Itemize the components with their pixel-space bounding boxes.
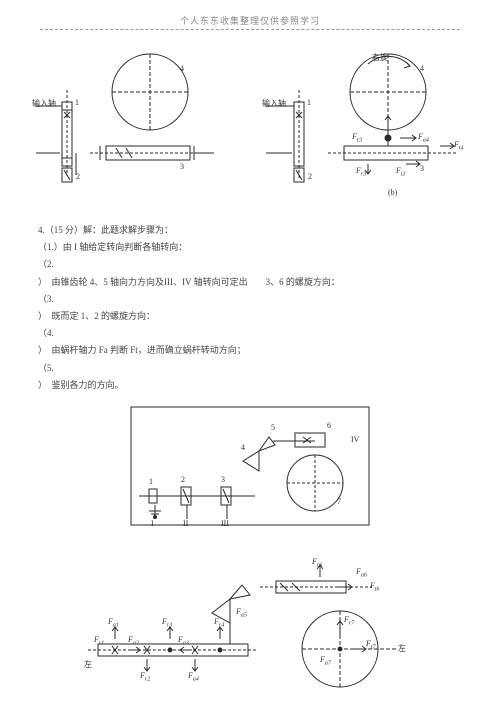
roman-4: IV [351, 435, 359, 444]
f-label-5: Ft4 [454, 140, 464, 152]
bf-12: Ft6 [370, 581, 380, 593]
top-figure-row: 输入轴 1 2 3 4 [10, 50, 490, 210]
bf-14: Ft7 [366, 639, 376, 651]
line-4: ） 由锥齿轮 4、5 轴向力方向及III、IV 轴转向可定出 3、6 的螺旋方向… [38, 274, 462, 290]
bf-6: Fa3 [178, 635, 189, 647]
figure-b: 输入轴 右旋 1 2 3 4 Fr3 Fa4 Fr3 Ft3 Ft4 (b) [260, 50, 470, 210]
label-input-a: 输入轴 [32, 98, 56, 109]
num-3-b: 3 [420, 164, 424, 173]
mid-n2: 2 [181, 475, 185, 484]
roman-3: III [221, 519, 229, 528]
figure-b-svg [260, 50, 470, 210]
roman-2: II [183, 519, 188, 528]
figure-a-svg [30, 50, 220, 200]
bf-5: Fr3 [162, 617, 172, 629]
middle-figure: I II III IV 1 2 3 4 5 6 7 [125, 401, 375, 531]
roman-1: I [151, 519, 154, 528]
num-2-a: 2 [76, 172, 80, 181]
mid-svg [125, 401, 375, 531]
num-3-a: 3 [180, 162, 184, 171]
mid-n3: 3 [221, 475, 225, 484]
figure-a: 输入轴 1 2 3 4 [30, 50, 220, 200]
sub-b: (b) [388, 188, 397, 197]
bf-9: Fa5 [236, 607, 247, 619]
num-1-a: 1 [75, 98, 79, 107]
mid-n7: 7 [337, 497, 341, 506]
label-right: 左 [398, 643, 406, 654]
line-3: （2. [38, 256, 462, 272]
bf-2: Fa1 [108, 617, 119, 629]
mid-n6: 6 [327, 421, 331, 430]
bf-4: Fr2 [140, 671, 150, 683]
label-rightrot: 右旋 [372, 52, 388, 63]
f-label-1: Fr3 [352, 132, 362, 144]
header-dash [40, 29, 460, 30]
page-header: 个人东东收集整理仅供参照学习 [0, 0, 500, 27]
bf-11: Fa6 [356, 567, 367, 579]
line-10: ） 鉴别各力的方向。 [38, 377, 462, 393]
bottom-svg [80, 539, 420, 699]
bf-15: Fa7 [320, 655, 331, 667]
line-6: ） 既而定 1、2 的螺旋方向： [38, 308, 462, 324]
num-1-b: 1 [307, 98, 311, 107]
line-1: 4.（15 分）解：此题求解步骤为： [38, 222, 462, 238]
line-8: ） 由蜗杆轴力 Fa 判断 Ft，进而确立蜗杆转动方向； [38, 342, 462, 358]
label-left: 左 [84, 659, 92, 670]
f-label-2: Fa4 [418, 132, 429, 144]
mid-n5: 5 [271, 423, 275, 432]
bf-3: Fa2 [128, 635, 139, 647]
num-4-a: 4 [180, 64, 184, 73]
mid-n1: 1 [149, 477, 153, 486]
bf-8: Fr4 [214, 617, 224, 629]
line-5: （3. [38, 291, 462, 307]
line-7: （4. [38, 325, 462, 341]
num-2-b: 2 [308, 172, 312, 181]
line-9: （5. [38, 360, 462, 376]
num-4-b: 4 [420, 64, 424, 73]
f-label-3: Fr3 [356, 166, 366, 178]
bf-7: Fa4 [188, 671, 199, 683]
bf-13: Fr7 [344, 615, 354, 627]
header-text: 个人东东收集整理仅供参照学习 [180, 16, 320, 26]
f-label-4: Ft3 [396, 166, 406, 178]
solution-text: 4.（15 分）解：此题求解步骤为： （1.）由 I 轴给定转向判断各轴转向： … [38, 222, 462, 393]
bf-10: Fr6 [312, 557, 322, 569]
line-2: （1.）由 I 轴给定转向判断各轴转向： [38, 239, 462, 255]
bf-1: Fr1 [94, 635, 104, 647]
bottom-figure: 左 左 Fr1 Fa1 Fa2 Fr2 Fr3 Fa3 Fa4 Fr4 Fa5 … [80, 539, 420, 699]
label-input-b: 输入轴 [262, 98, 286, 109]
mid-n4: 4 [241, 443, 245, 452]
